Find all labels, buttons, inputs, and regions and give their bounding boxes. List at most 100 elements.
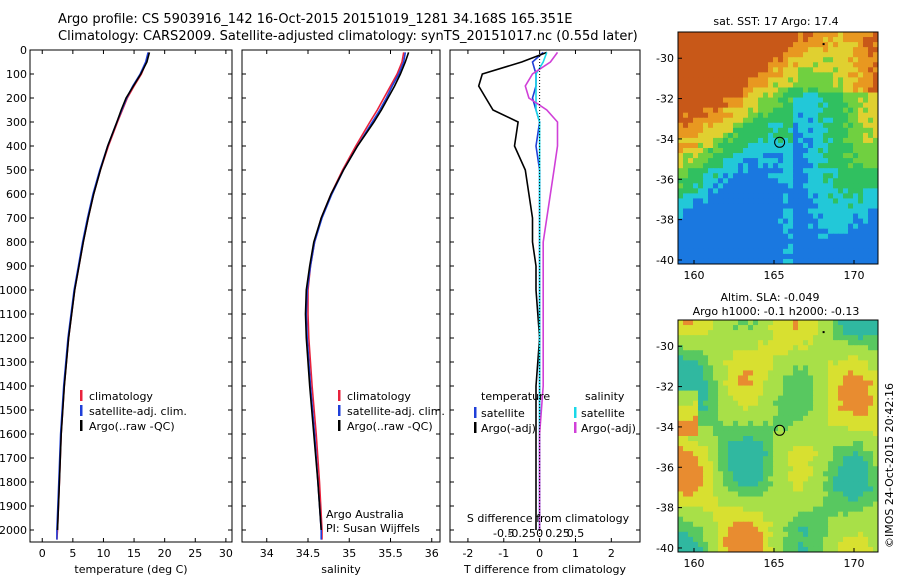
map-cell	[833, 193, 839, 200]
map-cell	[693, 168, 699, 174]
map-cell	[738, 491, 744, 498]
map-cell	[823, 320, 829, 326]
map-cell	[843, 223, 849, 230]
map-cell	[788, 325, 794, 331]
map-cell	[773, 77, 779, 84]
map-cell	[738, 330, 744, 336]
map-cell	[743, 466, 749, 472]
map-cell	[773, 82, 779, 89]
map-cell	[863, 107, 869, 114]
map-cell	[863, 506, 869, 513]
map-cell	[708, 476, 714, 482]
map-cell	[758, 258, 764, 264]
map-cell	[733, 496, 739, 503]
map-cell	[688, 340, 694, 346]
map-cell	[813, 436, 819, 442]
map-cell	[713, 466, 719, 472]
map-cell	[743, 446, 749, 452]
map-cell	[698, 92, 704, 99]
map-cell	[773, 168, 779, 174]
map-cell	[818, 501, 824, 508]
map-cell	[833, 32, 839, 38]
map-cell	[698, 32, 704, 38]
map-cell	[848, 168, 854, 174]
map-cell	[723, 92, 729, 99]
map-cell	[838, 410, 844, 417]
map-cell	[718, 132, 724, 139]
map-cell	[683, 390, 689, 397]
map-cell	[838, 526, 844, 533]
map-cell	[863, 320, 869, 326]
map-cell	[718, 456, 724, 462]
map-cell	[798, 466, 804, 472]
map-cell	[748, 461, 754, 467]
map-cell	[768, 238, 774, 245]
map-cell	[858, 516, 864, 523]
map-cell	[708, 456, 714, 462]
map-cell	[788, 77, 794, 84]
map-cell	[848, 107, 854, 114]
map-cell	[683, 546, 689, 552]
map-cell	[838, 436, 844, 442]
map-cell	[798, 42, 804, 48]
map-cell	[853, 188, 859, 194]
plot-frame	[449, 49, 641, 543]
map-cell	[738, 436, 744, 442]
map-cell	[848, 481, 854, 488]
map-cell	[828, 360, 834, 366]
map-cell	[788, 122, 794, 129]
map-cell	[823, 395, 829, 402]
map-cell	[843, 228, 849, 235]
map-cell	[723, 183, 729, 189]
map-cell	[778, 521, 784, 528]
map-cell	[803, 127, 809, 134]
map-cell	[728, 163, 734, 169]
map-cell	[823, 446, 829, 452]
map-cell	[843, 350, 849, 356]
map-cell	[833, 375, 839, 382]
map-cell	[723, 536, 729, 543]
map-cell	[823, 67, 829, 73]
map-cell	[803, 375, 809, 382]
map-cell	[743, 420, 749, 427]
map-cell	[683, 112, 689, 119]
map-cell	[843, 395, 849, 402]
map-cell	[773, 228, 779, 235]
map-cell	[798, 410, 804, 417]
map-cell	[833, 208, 839, 215]
map-cell	[718, 107, 724, 114]
map-y-tick-label: -38	[656, 502, 674, 515]
map-cell	[768, 233, 774, 240]
map-cell	[823, 521, 829, 528]
map-cell	[693, 320, 699, 326]
map-cell	[808, 168, 814, 174]
map-cell	[753, 330, 759, 336]
map-cell	[873, 395, 878, 402]
map-cell	[698, 198, 704, 205]
map-cell	[683, 456, 689, 462]
map-x-tick-label: 170	[844, 269, 865, 282]
map-cell	[768, 132, 774, 139]
map-cell	[683, 163, 689, 169]
map-cell	[868, 521, 874, 528]
map-cell	[778, 117, 784, 124]
map-cell	[823, 163, 829, 169]
map-cell	[833, 178, 839, 184]
map-cell	[873, 546, 878, 552]
map-cell	[678, 506, 684, 513]
argo-position-marker	[774, 424, 786, 436]
map-cell	[773, 188, 779, 194]
map-cell	[848, 476, 854, 482]
map-cell	[833, 77, 839, 84]
map-cell	[803, 380, 809, 387]
map-cell	[848, 350, 854, 356]
map-cell	[868, 243, 874, 250]
map-cell	[708, 335, 714, 341]
map-cell	[803, 546, 809, 552]
map-cell	[813, 451, 819, 457]
map-cell	[713, 345, 719, 351]
map-cell	[853, 405, 859, 412]
map-cell	[843, 521, 849, 528]
map-cell	[703, 203, 709, 210]
map-y-tick-label: -30	[656, 52, 674, 65]
